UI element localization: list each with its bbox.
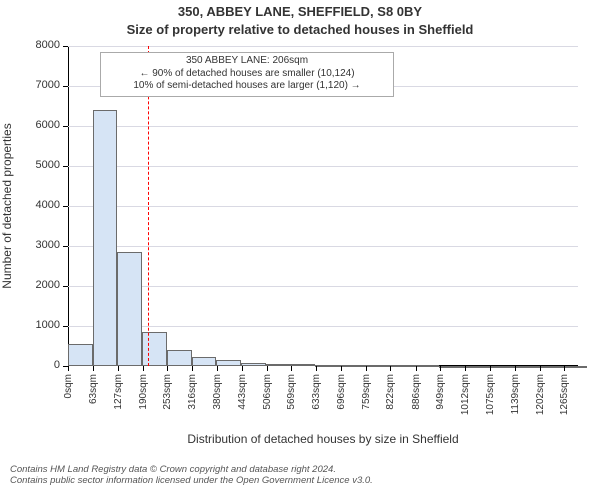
- annotation-box: 350 ABBEY LANE: 206sqm ← 90% of detached…: [100, 52, 394, 97]
- histogram-bar: [488, 366, 513, 368]
- x-tick-mark: [68, 366, 69, 371]
- x-tick-mark: [267, 366, 268, 371]
- histogram-bar: [340, 365, 365, 367]
- histogram-bar: [439, 366, 464, 368]
- x-tick-label: 696sqm: [336, 374, 347, 410]
- x-tick-mark: [416, 366, 417, 371]
- gridline: [68, 246, 578, 247]
- gridline: [68, 126, 578, 127]
- footer-line-2: Contains public sector information licen…: [10, 475, 373, 486]
- y-tick-mark: [63, 86, 68, 87]
- y-tick-label: 2000: [36, 279, 60, 291]
- x-tick-mark: [143, 366, 144, 371]
- gridline: [68, 326, 578, 327]
- x-tick-mark: [93, 366, 94, 371]
- annotation-line-2: ← 90% of detached houses are smaller (10…: [107, 68, 387, 81]
- x-tick-mark: [465, 366, 466, 371]
- x-tick-mark: [440, 366, 441, 371]
- y-tick-mark: [63, 166, 68, 167]
- histogram-bar: [117, 252, 142, 366]
- x-tick-mark: [341, 366, 342, 371]
- x-tick-label: 569sqm: [286, 374, 297, 410]
- x-tick-mark: [242, 366, 243, 371]
- annotation-line-3: 10% of semi-detached houses are larger (…: [107, 80, 387, 93]
- x-tick-mark: [564, 366, 565, 371]
- x-tick-label: 443sqm: [237, 374, 248, 410]
- x-tick-label: 1265sqm: [559, 374, 570, 415]
- histogram-bar: [266, 364, 291, 366]
- y-tick-label: 1000: [36, 319, 60, 331]
- x-tick-label: 1012sqm: [460, 374, 471, 415]
- x-tick-label: 506sqm: [262, 374, 273, 410]
- y-tick-label: 4000: [36, 199, 60, 211]
- x-tick-label: 949sqm: [435, 374, 446, 410]
- y-tick-mark: [63, 46, 68, 47]
- y-tick-label: 6000: [36, 119, 60, 131]
- histogram-bar: [414, 365, 439, 367]
- y-tick-mark: [63, 206, 68, 207]
- x-tick-mark: [390, 366, 391, 371]
- y-tick-label: 3000: [36, 239, 60, 251]
- histogram-bar: [315, 365, 340, 367]
- x-tick-label: 1139sqm: [510, 374, 521, 414]
- histogram-bar: [241, 363, 266, 366]
- histogram-bar: [365, 365, 390, 367]
- histogram-bar: [290, 364, 315, 366]
- x-tick-mark: [490, 366, 491, 371]
- y-tick-mark: [63, 286, 68, 287]
- x-tick-label: 127sqm: [113, 374, 124, 410]
- chart-title-1: 350, ABBEY LANE, SHEFFIELD, S8 0BY: [0, 4, 600, 19]
- y-tick-label: 5000: [36, 159, 60, 171]
- histogram-bar: [142, 332, 167, 366]
- x-tick-label: 759sqm: [361, 374, 372, 410]
- histogram-bar: [513, 366, 538, 368]
- histogram-bar: [389, 365, 414, 367]
- gridline: [68, 46, 578, 47]
- x-tick-mark: [192, 366, 193, 371]
- histogram-bar: [538, 366, 563, 368]
- gridline: [68, 286, 578, 287]
- gridline: [68, 206, 578, 207]
- histogram-bar: [216, 360, 241, 366]
- x-tick-label: 190sqm: [138, 374, 149, 410]
- x-tick-mark: [316, 366, 317, 371]
- x-axis-label: Distribution of detached houses by size …: [68, 432, 578, 446]
- x-tick-label: 1075sqm: [485, 374, 496, 415]
- attribution-footer: Contains HM Land Registry data © Crown c…: [10, 464, 373, 486]
- x-tick-label: 63sqm: [88, 374, 99, 404]
- y-tick-label: 7000: [36, 79, 60, 91]
- annotation-line-1: 350 ABBEY LANE: 206sqm: [107, 55, 387, 68]
- y-tick-label: 0: [54, 359, 60, 371]
- y-tick-mark: [63, 326, 68, 327]
- y-tick-mark: [63, 246, 68, 247]
- histogram-bar: [68, 344, 93, 366]
- x-tick-label: 886sqm: [411, 374, 422, 410]
- x-tick-mark: [515, 366, 516, 371]
- y-axis-label: Number of detached properties: [0, 123, 14, 288]
- x-tick-label: 316sqm: [187, 374, 198, 410]
- x-tick-mark: [366, 366, 367, 371]
- histogram-bar: [93, 110, 118, 366]
- y-tick-mark: [63, 126, 68, 127]
- histogram-bar: [192, 357, 217, 366]
- x-tick-mark: [167, 366, 168, 371]
- x-tick-mark: [291, 366, 292, 371]
- x-tick-label: 380sqm: [212, 374, 223, 410]
- x-tick-mark: [217, 366, 218, 371]
- chart-title-2: Size of property relative to detached ho…: [0, 22, 600, 37]
- histogram-bar: [463, 366, 488, 368]
- chart-container: { "title1": "350, ABBEY LANE, SHEFFIELD,…: [0, 0, 600, 500]
- x-tick-label: 1202sqm: [535, 374, 546, 415]
- x-tick-label: 0sqm: [63, 374, 74, 398]
- x-tick-label: 633sqm: [311, 374, 322, 410]
- footer-line-1: Contains HM Land Registry data © Crown c…: [10, 464, 373, 475]
- x-tick-mark: [540, 366, 541, 371]
- gridline: [68, 166, 578, 167]
- histogram-bar: [562, 366, 587, 368]
- x-tick-mark: [118, 366, 119, 371]
- x-tick-label: 822sqm: [385, 374, 396, 410]
- x-tick-label: 253sqm: [162, 374, 173, 410]
- y-tick-label: 8000: [36, 39, 60, 51]
- histogram-bar: [167, 350, 192, 366]
